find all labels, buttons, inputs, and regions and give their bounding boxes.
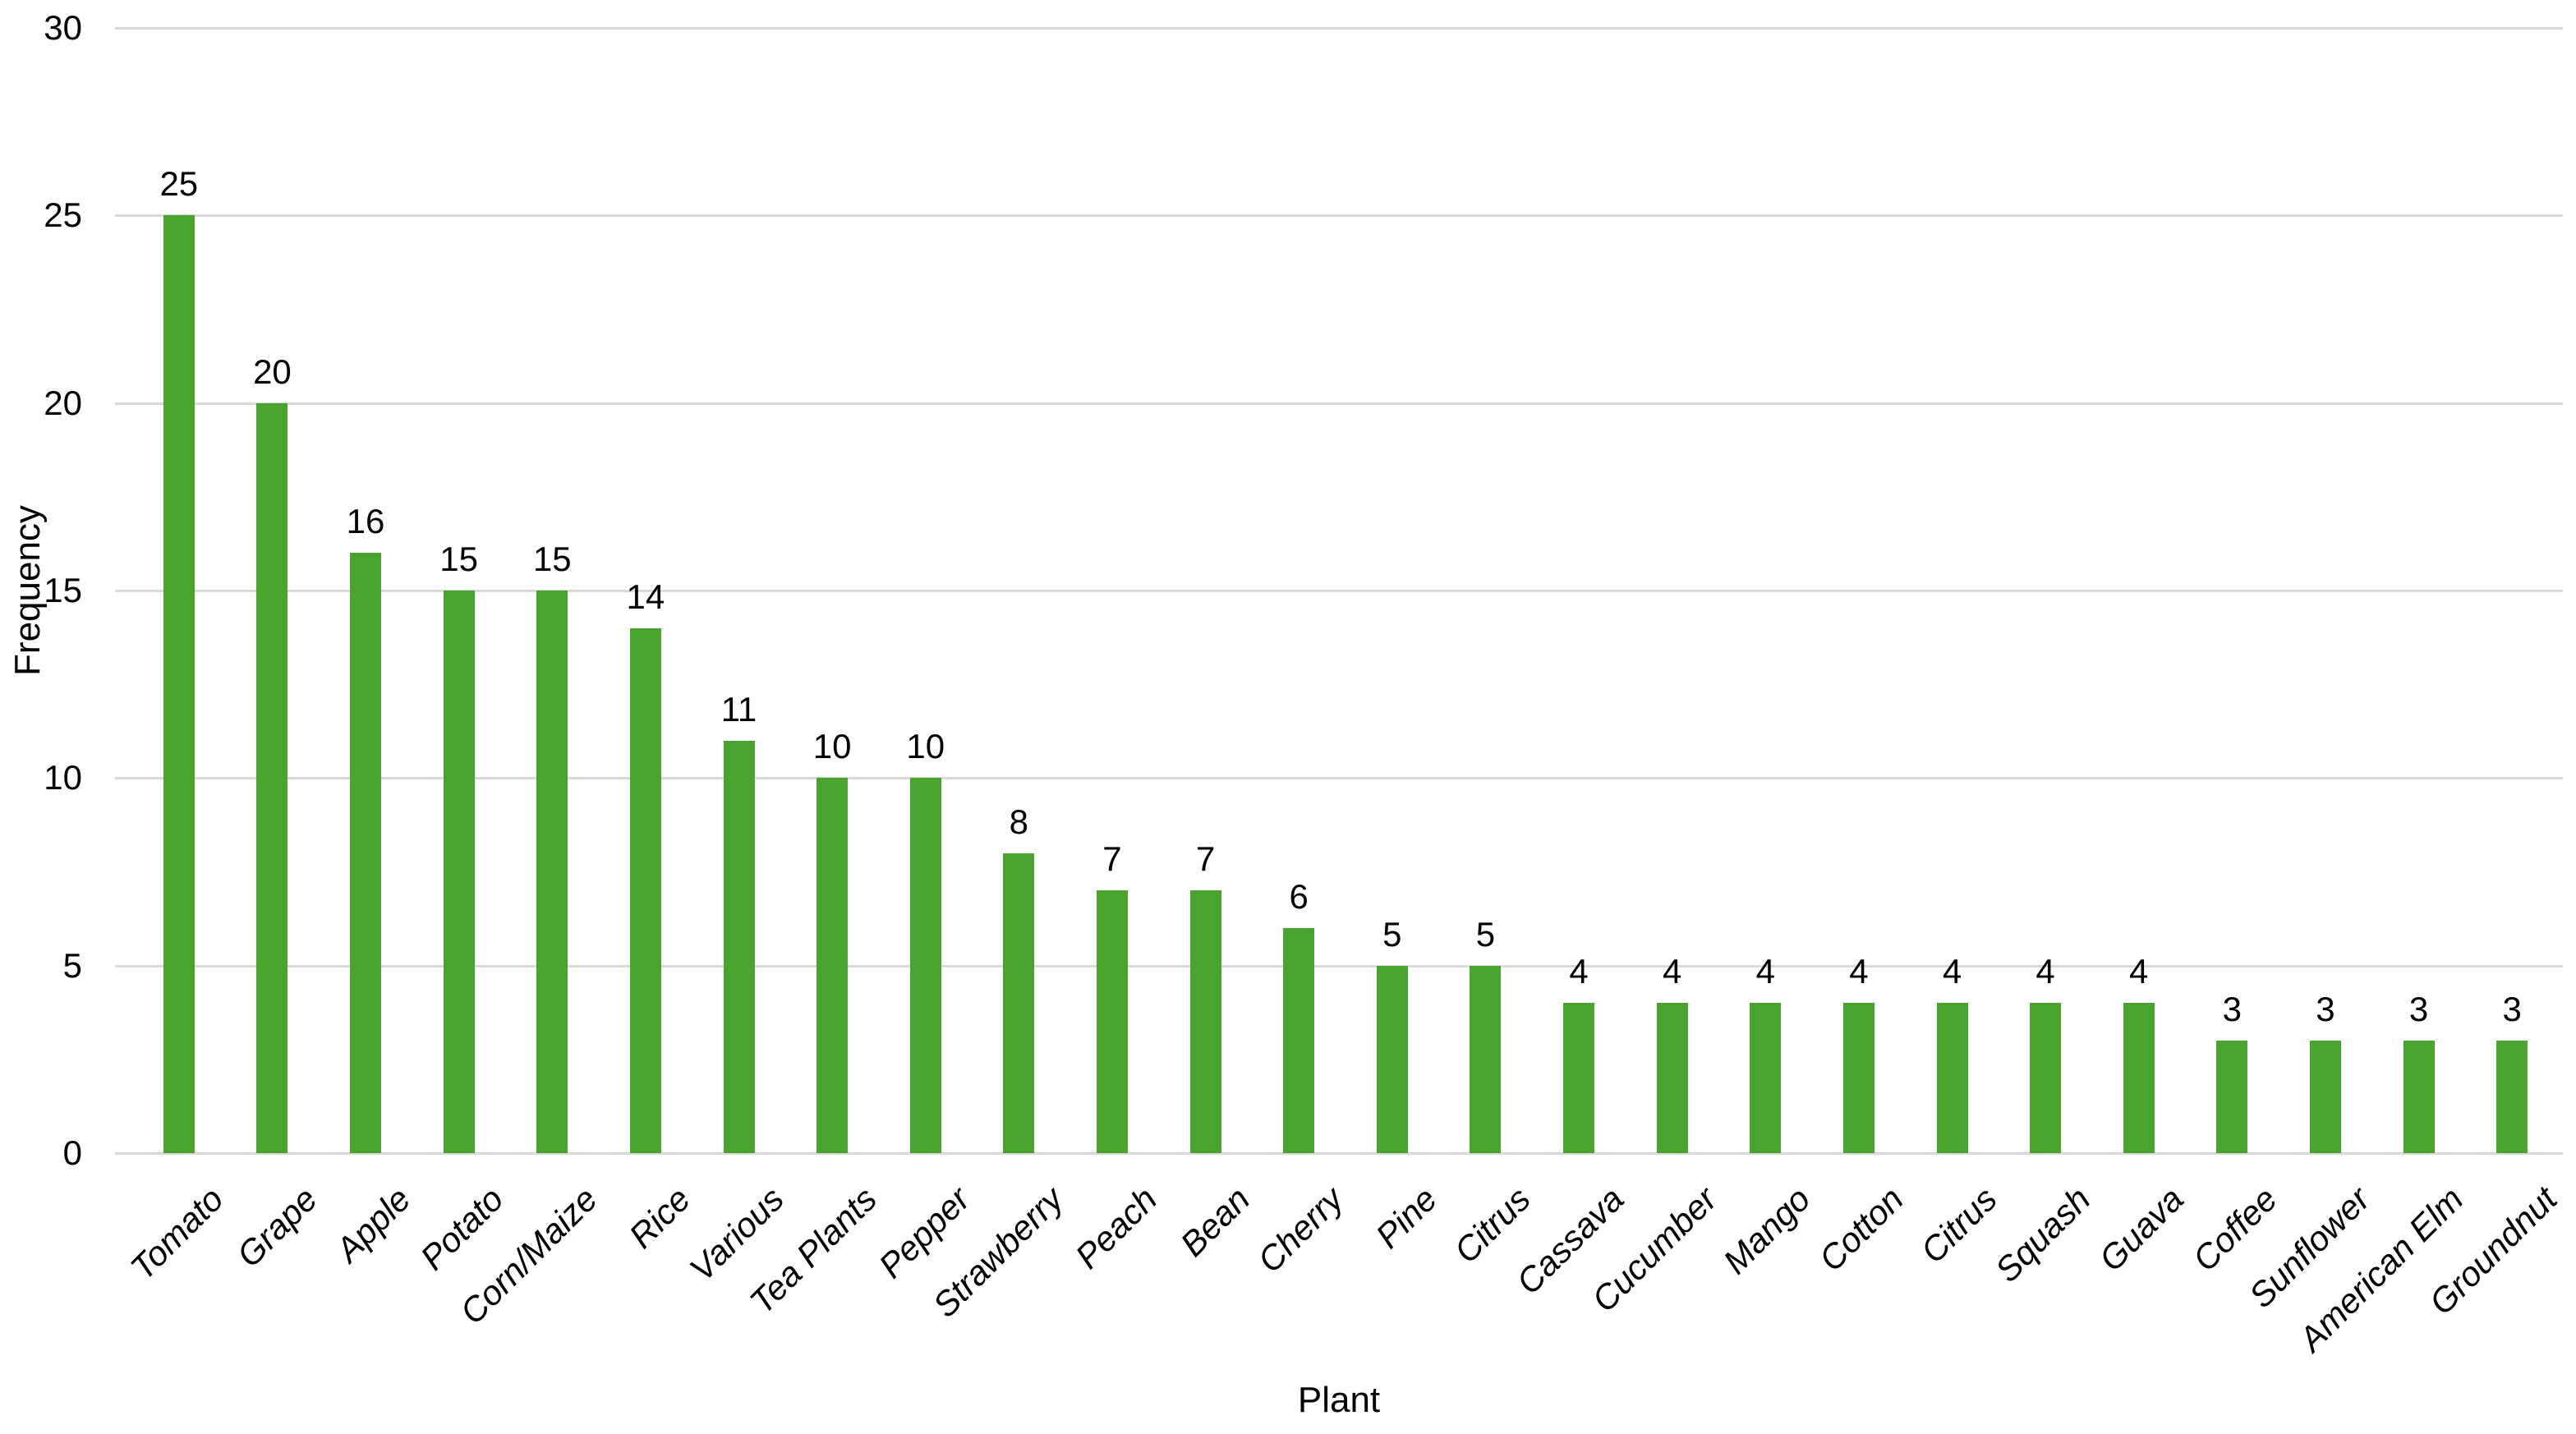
bar-value-label: 20 (253, 352, 292, 391)
bar-value-label: 7 (1102, 839, 1122, 879)
x-category-label: Pine (1368, 1179, 1445, 1256)
frequency-bar (256, 402, 288, 1153)
frequency-bar (1189, 890, 1221, 1153)
x-category-label: Peach (1067, 1179, 1165, 1276)
x-category-label: Cotton (1811, 1179, 1911, 1279)
bar-value-label: 4 (1569, 952, 1589, 991)
bar-value-label: 5 (1382, 914, 1402, 954)
frequency-bar (816, 778, 849, 1153)
frequency-bar (350, 553, 382, 1153)
x-category-label: Squash (1987, 1179, 2098, 1289)
bar-value-label: 25 (159, 164, 199, 204)
frequency-bar (2123, 1003, 2155, 1153)
bar-value-label: 8 (1009, 802, 1029, 841)
bar-value-label: 16 (346, 502, 385, 541)
frequency-bar (2216, 1041, 2248, 1153)
gridline (115, 1152, 2563, 1155)
bar-value-label: 4 (1942, 952, 1962, 991)
bar-value-label: 5 (1475, 914, 1496, 954)
bar-value-label: 3 (2316, 990, 2335, 1028)
x-category-label: Cherry (1250, 1179, 1351, 1280)
gridline (115, 777, 2563, 780)
bar-value-label: 4 (1662, 952, 1682, 991)
frequency-bar (1096, 890, 1128, 1153)
bar-value-label: 4 (1849, 952, 1869, 991)
bar-value-label: 10 (906, 727, 945, 766)
frequency-bar (1376, 965, 1408, 1153)
frequency-bar (723, 740, 755, 1153)
gridline (115, 27, 2563, 30)
x-axis-title: Plant (1297, 1380, 1381, 1420)
x-category-label: Guava (2091, 1179, 2191, 1279)
x-category-label: Citrus (1446, 1179, 1538, 1271)
y-tick-label: 25 (44, 195, 82, 235)
y-axis-title: Frequency (7, 505, 48, 676)
bar-value-label: 4 (2129, 952, 2149, 991)
bar-value-label: 11 (720, 689, 757, 728)
x-category-label: Mango (1715, 1179, 1818, 1282)
frequency-bar (2030, 1003, 2062, 1153)
y-tick-label: 15 (44, 571, 82, 609)
frequency-bar (1470, 965, 1502, 1153)
y-tick-label: 10 (44, 758, 82, 797)
frequency-bar (443, 591, 475, 1153)
frequency-bar (1656, 1003, 1688, 1153)
frequency-bar (536, 591, 568, 1153)
bar-value-label: 4 (1755, 952, 1775, 991)
bar-value-label: 3 (2408, 990, 2429, 1028)
bar-value-label: 6 (1289, 877, 1309, 916)
bar-value-label: 4 (2036, 952, 2055, 991)
frequency-bar (1003, 853, 1035, 1153)
frequency-bar (1936, 1003, 1968, 1153)
gridline (115, 402, 2563, 405)
bar-value-label: 15 (439, 540, 478, 578)
x-category-label: Tomato (122, 1179, 232, 1288)
frequency-bar (2309, 1041, 2341, 1153)
gridline (115, 964, 2563, 967)
frequency-bar (163, 215, 195, 1153)
gridline (115, 590, 2563, 592)
frequency-bar (2403, 1041, 2435, 1153)
bar-value-label: 15 (532, 540, 572, 578)
x-category-label: Apple (328, 1179, 418, 1270)
bar-value-label: 10 (812, 727, 852, 766)
y-tick-label: 0 (62, 1133, 82, 1172)
frequency-bar (2496, 1041, 2528, 1153)
frequency-bar (909, 778, 941, 1153)
gridline (115, 214, 2563, 218)
x-category-label: Rice (621, 1179, 698, 1256)
frequency-bar (1842, 1003, 1874, 1153)
frequency-bar (1750, 1003, 1782, 1153)
bar-value-label: 7 (1195, 839, 1216, 879)
y-tick-label: 30 (44, 8, 82, 47)
y-tick-label: 5 (62, 945, 82, 985)
x-category-label: American Elm (2291, 1179, 2471, 1359)
bar-value-label: 3 (2502, 990, 2522, 1028)
x-category-label: Grape (228, 1179, 324, 1275)
y-tick-label: 20 (44, 383, 82, 422)
frequency-bar (629, 627, 661, 1153)
x-category-label: Bean (1173, 1179, 1258, 1264)
frequency-bar (1283, 928, 1315, 1153)
bar-value-label: 3 (2222, 990, 2242, 1028)
bar-value-label: 14 (626, 577, 665, 616)
frequency-bar (1563, 1003, 1595, 1153)
